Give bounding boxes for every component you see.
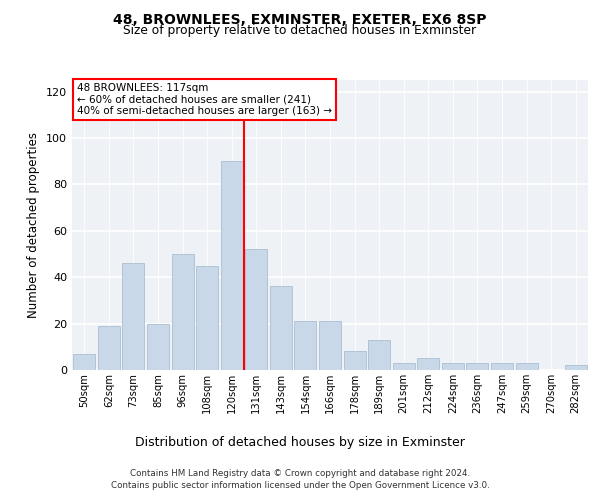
Bar <box>270 286 292 370</box>
Bar <box>417 358 439 370</box>
Bar <box>172 254 194 370</box>
Bar <box>295 322 316 370</box>
Text: 48, BROWNLEES, EXMINSTER, EXETER, EX6 8SP: 48, BROWNLEES, EXMINSTER, EXETER, EX6 8S… <box>113 12 487 26</box>
Bar <box>368 340 390 370</box>
Bar <box>344 352 365 370</box>
Text: 48 BROWNLEES: 117sqm
← 60% of detached houses are smaller (241)
40% of semi-deta: 48 BROWNLEES: 117sqm ← 60% of detached h… <box>77 83 332 116</box>
Bar <box>98 326 120 370</box>
Bar <box>515 363 538 370</box>
Bar <box>221 161 243 370</box>
Bar <box>122 264 145 370</box>
Bar <box>466 363 488 370</box>
Text: Distribution of detached houses by size in Exminster: Distribution of detached houses by size … <box>135 436 465 449</box>
Bar <box>442 363 464 370</box>
Bar <box>73 354 95 370</box>
Text: Contains HM Land Registry data © Crown copyright and database right 2024.: Contains HM Land Registry data © Crown c… <box>130 470 470 478</box>
Bar <box>196 266 218 370</box>
Text: Size of property relative to detached houses in Exminster: Size of property relative to detached ho… <box>124 24 476 37</box>
Text: Contains public sector information licensed under the Open Government Licence v3: Contains public sector information licen… <box>110 480 490 490</box>
Bar <box>392 363 415 370</box>
Bar <box>565 366 587 370</box>
Y-axis label: Number of detached properties: Number of detached properties <box>28 132 40 318</box>
Bar <box>491 363 513 370</box>
Bar <box>245 250 268 370</box>
Bar <box>319 322 341 370</box>
Bar <box>147 324 169 370</box>
